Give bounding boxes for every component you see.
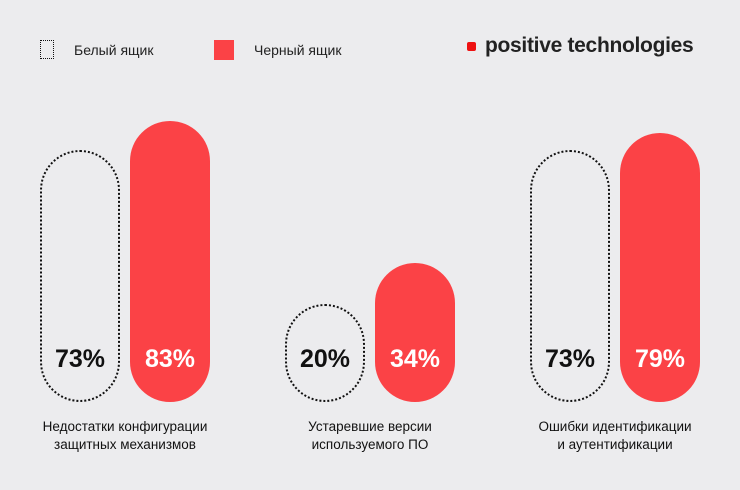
- data-label: 20%: [299, 345, 351, 373]
- logo: positive technologies: [467, 34, 694, 58]
- logo-dot-icon: [467, 41, 476, 51]
- legend-white-swatch: [40, 40, 54, 59]
- white-box-bar: [530, 150, 610, 402]
- data-label: 73%: [544, 345, 596, 373]
- category-label-line: Ошибки идентификации: [538, 419, 692, 434]
- category-label-line: Недостатки конфигурации: [42, 419, 208, 434]
- legend-white-box: Белый ящик: [40, 40, 154, 59]
- category-label: Ошибки идентификации и аутентификации: [495, 418, 735, 454]
- white-box-bar: [285, 304, 365, 402]
- data-label: 34%: [389, 345, 441, 373]
- category-label-line: Устаревшие версии: [308, 419, 432, 434]
- black-box-bar: [620, 132, 700, 402]
- legend-label: Черный ящик: [254, 42, 342, 58]
- category-label-line: используемого ПО: [311, 437, 429, 452]
- black-box-bar: [130, 121, 210, 402]
- category-label-line: защитных механизмов: [54, 437, 196, 452]
- legend-black-box: Черный ящик: [214, 40, 341, 60]
- data-label: 73%: [54, 345, 106, 373]
- logo-text: positive technologies: [485, 34, 694, 57]
- data-label: 83%: [144, 345, 196, 373]
- black-box-bar: [375, 263, 455, 402]
- data-label: 79%: [634, 345, 686, 373]
- category-label: Недостатки конфигурации защитных механизм…: [5, 418, 245, 454]
- category-label: Устаревшие версии используемого ПО: [250, 418, 490, 454]
- category-label-line: и аутентификации: [557, 437, 673, 452]
- legend-red-swatch: [214, 40, 234, 60]
- white-box-bar: [40, 150, 120, 402]
- legend-label: Белый ящик: [74, 41, 154, 58]
